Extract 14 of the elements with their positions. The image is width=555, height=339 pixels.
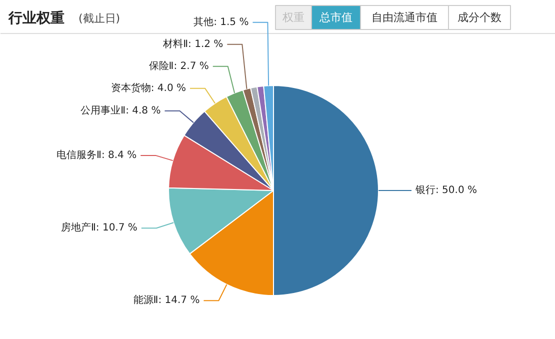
slice-label: 其他: 1.5 %	[194, 16, 249, 28]
chart-title: 行业权重	[8, 10, 64, 26]
text: 自由流通市值	[372, 11, 438, 24]
text: 总市值	[318, 11, 352, 24]
slice-label: 银行: 50.0 %	[414, 185, 477, 196]
slice-label: 保险Ⅱ: 2.7 %	[148, 60, 209, 72]
slice-label: 材料Ⅱ: 1.2 %	[162, 38, 224, 50]
slice-label: 能源Ⅱ: 14.7 %	[133, 294, 200, 306]
text: 成分个数	[458, 11, 502, 24]
chart-subtitle: (截止日)	[78, 12, 120, 25]
slice-label: 资本货物: 4.0 %	[110, 82, 186, 94]
slice-label: 电信服务Ⅱ: 8.4 %	[56, 148, 137, 161]
slice-label: 房地产Ⅱ: 10.7 %	[60, 222, 138, 234]
slice-label: 公用事业Ⅱ: 4.8 %	[80, 104, 161, 116]
